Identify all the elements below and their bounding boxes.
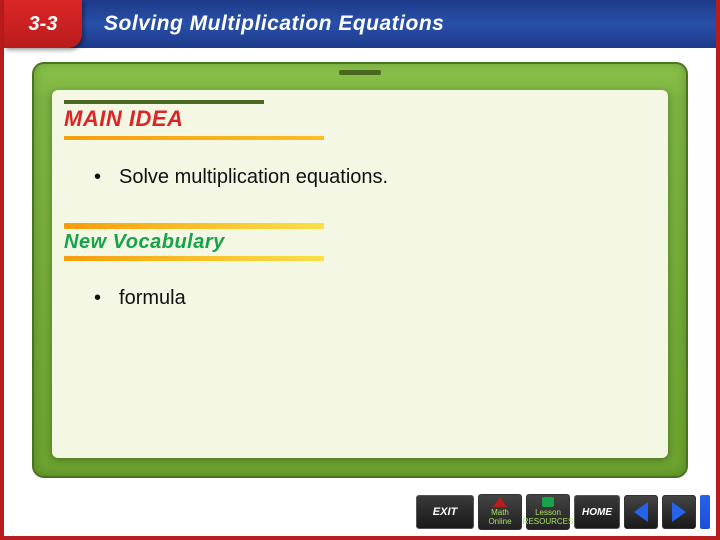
main-idea-label: MAIN IDEA xyxy=(64,106,324,132)
home-label: HOME xyxy=(582,507,612,518)
main-idea-text: Solve multiplication equations. xyxy=(119,166,388,189)
chapter-tab: 3-3 xyxy=(4,0,82,48)
new-vocabulary-label: New Vocabulary xyxy=(64,231,656,254)
vocabulary-term: formula xyxy=(119,287,186,310)
prev-button[interactable] xyxy=(624,495,658,529)
content-panel: MAIN IDEA Solve multiplication equations… xyxy=(52,90,668,458)
header-bar: 3-3 Solving Multiplication Equations xyxy=(4,0,716,48)
math-online-icon xyxy=(493,497,507,507)
lesson-resources-label: Lesson RESOURCES xyxy=(523,509,574,527)
content-frame: MAIN IDEA Solve multiplication equations… xyxy=(32,62,688,478)
bullet-icon xyxy=(94,166,101,189)
arrow-left-icon xyxy=(634,502,648,522)
lesson-resources-button[interactable]: Lesson RESOURCES xyxy=(526,494,570,530)
new-vocabulary-header: New Vocabulary xyxy=(64,223,656,261)
chapter-number: 3-3 xyxy=(29,13,58,36)
next-button[interactable] xyxy=(662,495,696,529)
exit-button[interactable]: EXIT xyxy=(416,495,474,529)
main-idea-header: MAIN IDEA xyxy=(64,100,656,140)
slide: 3-3 Solving Multiplication Equations MAI… xyxy=(0,0,720,540)
exit-label: EXIT xyxy=(433,506,457,518)
lesson-resources-icon xyxy=(542,497,554,507)
main-idea-bullet: Solve multiplication equations. xyxy=(94,166,656,189)
home-button[interactable]: HOME xyxy=(574,495,620,529)
bullet-icon xyxy=(94,287,101,310)
handle-dash xyxy=(339,70,381,75)
green-border: MAIN IDEA Solve multiplication equations… xyxy=(32,62,688,478)
math-online-button[interactable]: Math Online xyxy=(478,494,522,530)
math-online-label: Math Online xyxy=(481,509,519,527)
end-bar-button[interactable] xyxy=(700,495,710,529)
vocabulary-bullet: formula xyxy=(94,287,656,310)
arrow-right-icon xyxy=(672,502,686,522)
lesson-title: Solving Multiplication Equations xyxy=(104,12,444,36)
footer-nav: EXIT Math Online Lesson RESOURCES HOME xyxy=(4,488,716,536)
